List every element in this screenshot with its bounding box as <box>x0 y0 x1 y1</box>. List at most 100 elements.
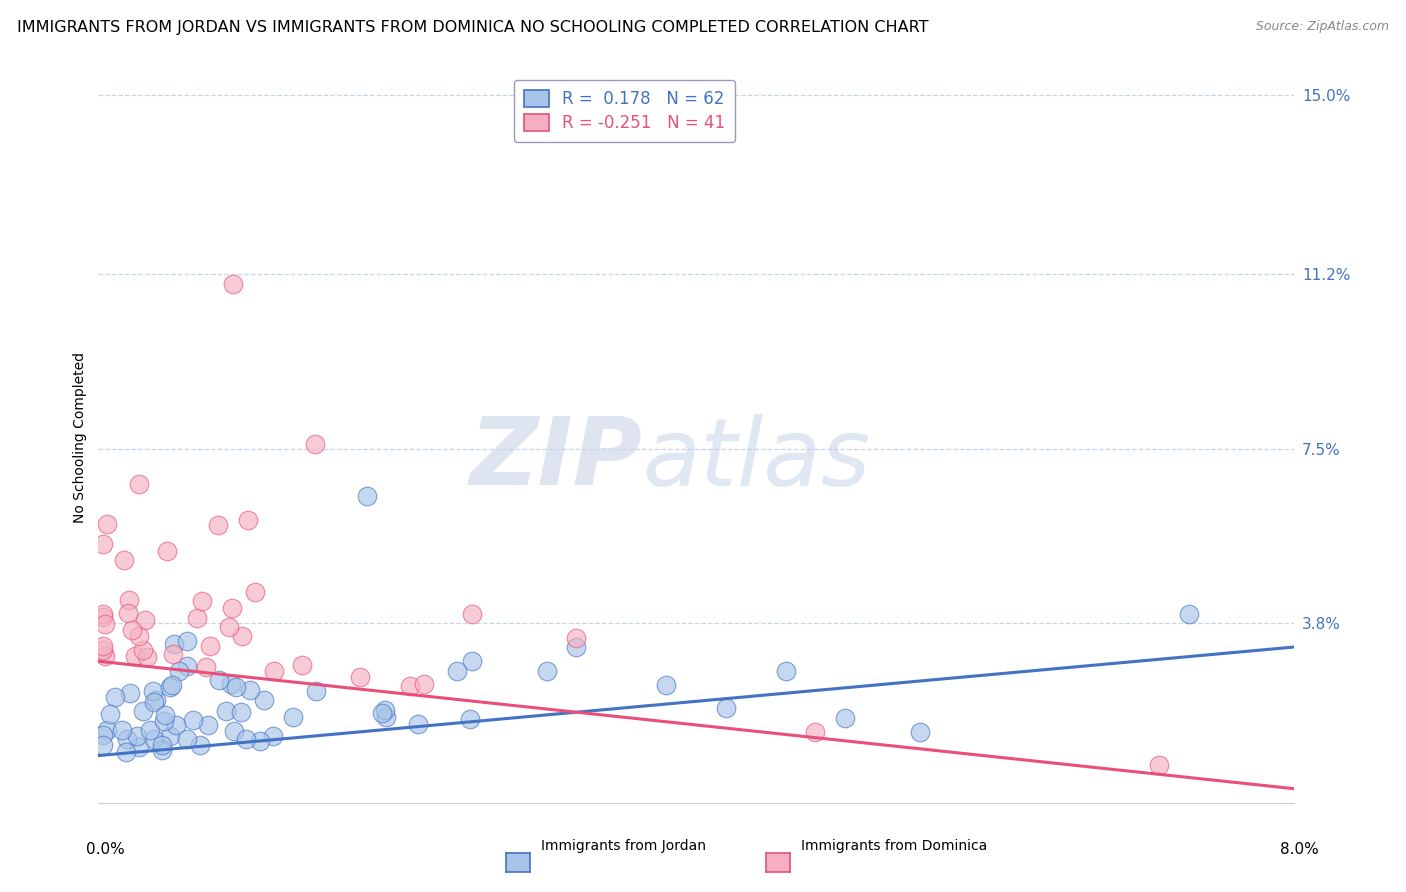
Point <box>91 728 114 742</box>
Point <box>124 649 146 664</box>
Point <box>125 729 148 743</box>
Point <box>118 686 141 700</box>
Point <box>215 704 238 718</box>
Point <box>253 693 276 707</box>
Point <box>565 640 588 654</box>
Point <box>225 680 247 694</box>
Text: 0.0%: 0.0% <box>86 842 125 856</box>
Point <box>191 593 214 607</box>
Point <box>139 723 162 738</box>
Point <box>207 518 229 533</box>
Point <box>804 725 827 739</box>
Point <box>461 607 484 621</box>
Text: Immigrants from Dominica: Immigrants from Dominica <box>801 838 987 853</box>
Point <box>222 277 245 291</box>
Text: Immigrants from Jordan: Immigrants from Jordan <box>541 838 706 853</box>
Point <box>162 647 184 661</box>
Point <box>458 712 481 726</box>
Point <box>117 606 139 620</box>
Point <box>655 678 678 692</box>
Point <box>262 729 284 743</box>
Point <box>153 714 176 728</box>
Point <box>224 723 246 738</box>
Point <box>291 657 314 672</box>
Point <box>239 682 262 697</box>
Point <box>1147 758 1170 772</box>
Point <box>197 717 219 731</box>
Point <box>142 695 165 709</box>
Point <box>908 725 931 739</box>
Point <box>243 585 266 599</box>
Point <box>91 640 114 654</box>
Point <box>112 553 135 567</box>
Point <box>153 708 176 723</box>
Point <box>128 629 150 643</box>
Legend: R =  0.178   N = 62, R = -0.251   N = 41: R = 0.178 N = 62, R = -0.251 N = 41 <box>513 79 735 142</box>
Point <box>91 739 114 753</box>
Point <box>143 731 166 746</box>
Point <box>104 690 127 705</box>
Point <box>165 718 187 732</box>
Point <box>115 731 138 746</box>
Point <box>167 664 190 678</box>
Point <box>176 731 198 746</box>
Point <box>219 677 242 691</box>
Point <box>236 513 259 527</box>
Point <box>91 642 114 657</box>
Point <box>565 631 588 645</box>
Point <box>128 739 150 754</box>
Point <box>370 706 392 720</box>
Point <box>96 516 118 531</box>
Point <box>176 634 198 648</box>
Point <box>304 437 326 451</box>
Point <box>91 537 114 551</box>
Point <box>145 693 167 707</box>
Text: IMMIGRANTS FROM JORDAN VS IMMIGRANTS FROM DOMINICA NO SCHOOLING COMPLETED CORREL: IMMIGRANTS FROM JORDAN VS IMMIGRANTS FRO… <box>17 20 928 35</box>
Point <box>163 637 186 651</box>
Point <box>281 710 304 724</box>
Point <box>128 477 150 491</box>
Point <box>208 673 231 687</box>
Point <box>461 654 484 668</box>
Point <box>98 707 121 722</box>
Point <box>1178 607 1201 621</box>
Point <box>156 544 179 558</box>
Point <box>132 705 155 719</box>
Point <box>159 680 181 694</box>
Point <box>96 723 118 737</box>
Point <box>446 664 468 678</box>
Point <box>91 607 114 621</box>
Point <box>356 489 378 503</box>
Point <box>136 649 159 664</box>
Point <box>159 730 181 744</box>
Point <box>249 733 271 747</box>
Y-axis label: No Schooling Completed: No Schooling Completed <box>73 351 87 523</box>
Point <box>398 680 420 694</box>
Point <box>374 703 396 717</box>
Point <box>235 731 257 746</box>
Point <box>111 723 134 738</box>
Point <box>93 648 115 663</box>
Point <box>714 701 737 715</box>
Point <box>142 684 165 698</box>
Point <box>408 716 430 731</box>
Point <box>91 609 114 624</box>
Point <box>536 664 558 678</box>
Point <box>834 711 856 725</box>
Text: 8.0%: 8.0% <box>1279 842 1319 856</box>
Point <box>183 713 205 727</box>
Point <box>150 743 173 757</box>
Point <box>94 616 117 631</box>
Point <box>132 643 155 657</box>
Point <box>134 613 156 627</box>
Point <box>305 683 328 698</box>
Point <box>775 664 797 678</box>
Point <box>121 624 143 638</box>
Point <box>160 678 183 692</box>
Point <box>413 677 436 691</box>
Point <box>198 639 221 653</box>
Point <box>221 601 243 615</box>
Point <box>176 659 198 673</box>
Point <box>218 619 240 633</box>
Point <box>114 745 136 759</box>
